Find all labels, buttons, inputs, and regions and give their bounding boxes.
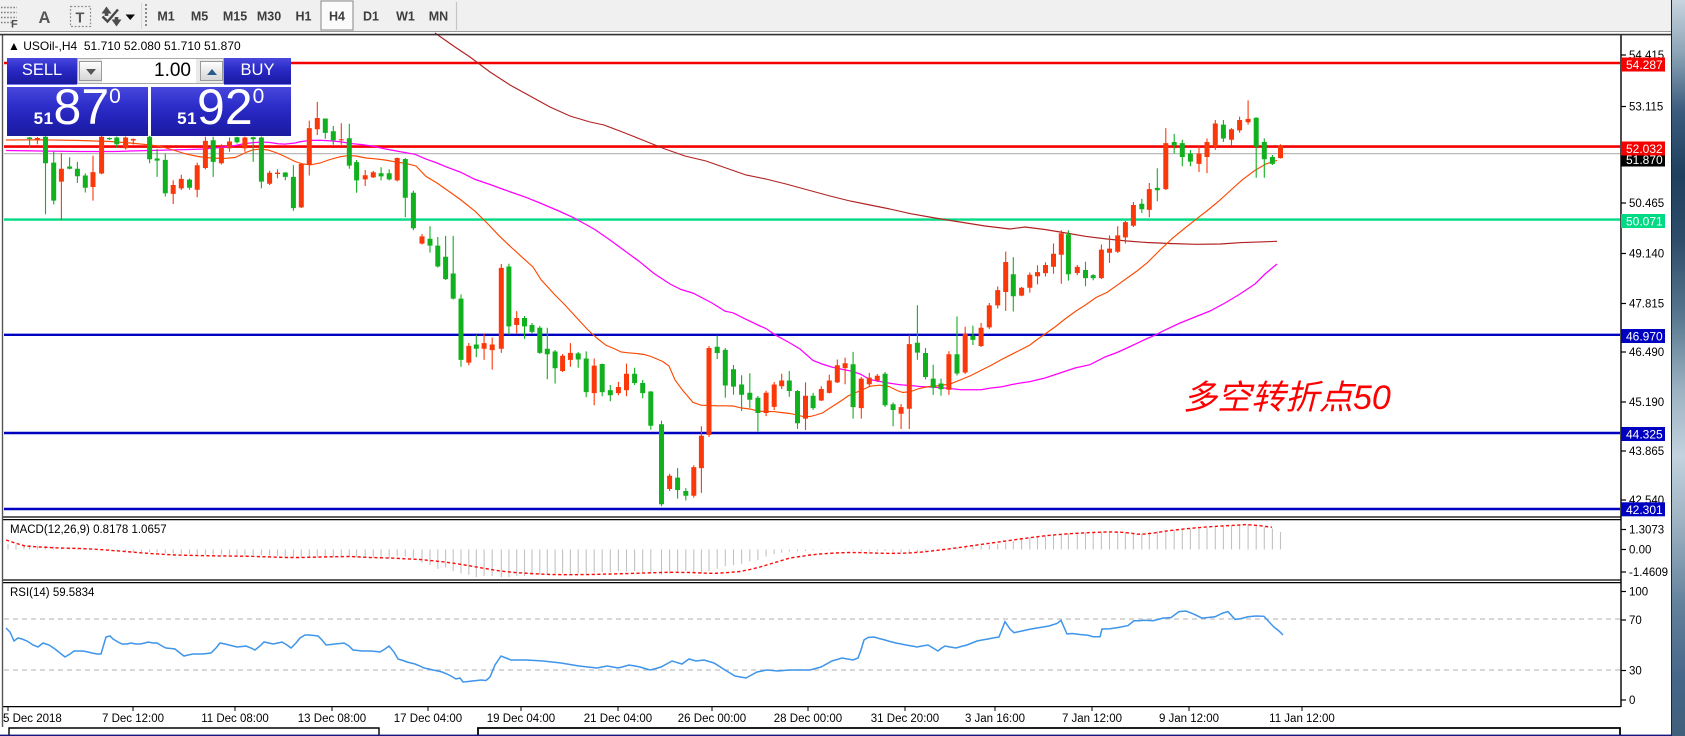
svg-text:M15: M15 xyxy=(223,10,247,24)
svg-text:49.140: 49.140 xyxy=(1629,249,1664,261)
svg-text:28 Dec 00:00: 28 Dec 00:00 xyxy=(774,713,842,725)
svg-text:31 Dec 20:00: 31 Dec 20:00 xyxy=(871,713,939,725)
svg-text:45.190: 45.190 xyxy=(1629,397,1664,409)
svg-text:W1: W1 xyxy=(396,10,415,24)
svg-text:0.00: 0.00 xyxy=(1629,545,1651,557)
svg-text:D1: D1 xyxy=(363,10,379,24)
svg-text:54.287: 54.287 xyxy=(1626,58,1663,72)
svg-text:M1: M1 xyxy=(157,10,174,24)
svg-text:52.032: 52.032 xyxy=(1626,142,1663,156)
svg-text:多空转折点50: 多空转折点50 xyxy=(1183,379,1391,417)
svg-text:100: 100 xyxy=(1629,587,1648,599)
svg-text:42.301: 42.301 xyxy=(1626,503,1663,517)
svg-text:0: 0 xyxy=(1629,695,1635,707)
svg-text:7 Jan 12:00: 7 Jan 12:00 xyxy=(1062,713,1122,725)
svg-text:44.325: 44.325 xyxy=(1626,428,1663,442)
svg-text:47.815: 47.815 xyxy=(1629,299,1664,311)
svg-text:46.970: 46.970 xyxy=(1626,330,1663,344)
svg-text:11 Dec 08:00: 11 Dec 08:00 xyxy=(201,713,269,725)
svg-text:H4: H4 xyxy=(329,10,345,24)
svg-text:1.3073: 1.3073 xyxy=(1629,525,1664,537)
svg-text:70: 70 xyxy=(1629,615,1642,627)
svg-text:A: A xyxy=(39,9,51,27)
svg-text:3 Jan 16:00: 3 Jan 16:00 xyxy=(965,713,1025,725)
svg-text:M5: M5 xyxy=(191,10,208,24)
svg-text:MACD(12,26,9) 0.8178 1.0657: MACD(12,26,9) 0.8178 1.0657 xyxy=(10,524,167,536)
svg-text:F: F xyxy=(11,19,18,31)
svg-text:7 Dec 12:00: 7 Dec 12:00 xyxy=(102,713,164,725)
svg-text:MN: MN xyxy=(429,10,448,24)
svg-text:51.870: 51.870 xyxy=(1626,153,1663,167)
svg-text:RSI(14) 59.5834: RSI(14) 59.5834 xyxy=(10,587,95,599)
svg-text:13 Dec 08:00: 13 Dec 08:00 xyxy=(298,713,366,725)
svg-text:19 Dec 04:00: 19 Dec 04:00 xyxy=(487,713,555,725)
svg-text:H1: H1 xyxy=(296,10,312,24)
svg-text:26 Dec 00:00: 26 Dec 00:00 xyxy=(678,713,746,725)
svg-text:43.865: 43.865 xyxy=(1629,446,1664,458)
svg-text:46.490: 46.490 xyxy=(1629,347,1664,359)
svg-text:5 Dec 2018: 5 Dec 2018 xyxy=(3,713,62,725)
svg-text:21 Dec 04:00: 21 Dec 04:00 xyxy=(584,713,652,725)
svg-text:11 Jan 12:00: 11 Jan 12:00 xyxy=(1269,713,1335,725)
svg-text:17 Dec 04:00: 17 Dec 04:00 xyxy=(394,713,462,725)
svg-text:50.465: 50.465 xyxy=(1629,198,1664,210)
svg-text:30: 30 xyxy=(1629,666,1642,678)
svg-text:-1.4609: -1.4609 xyxy=(1629,567,1668,579)
svg-text:50.071: 50.071 xyxy=(1626,215,1663,229)
svg-text:53.115: 53.115 xyxy=(1629,102,1663,114)
svg-text:M30: M30 xyxy=(257,10,281,24)
svg-text:T: T xyxy=(76,11,85,27)
svg-text:9 Jan 12:00: 9 Jan 12:00 xyxy=(1159,713,1219,725)
